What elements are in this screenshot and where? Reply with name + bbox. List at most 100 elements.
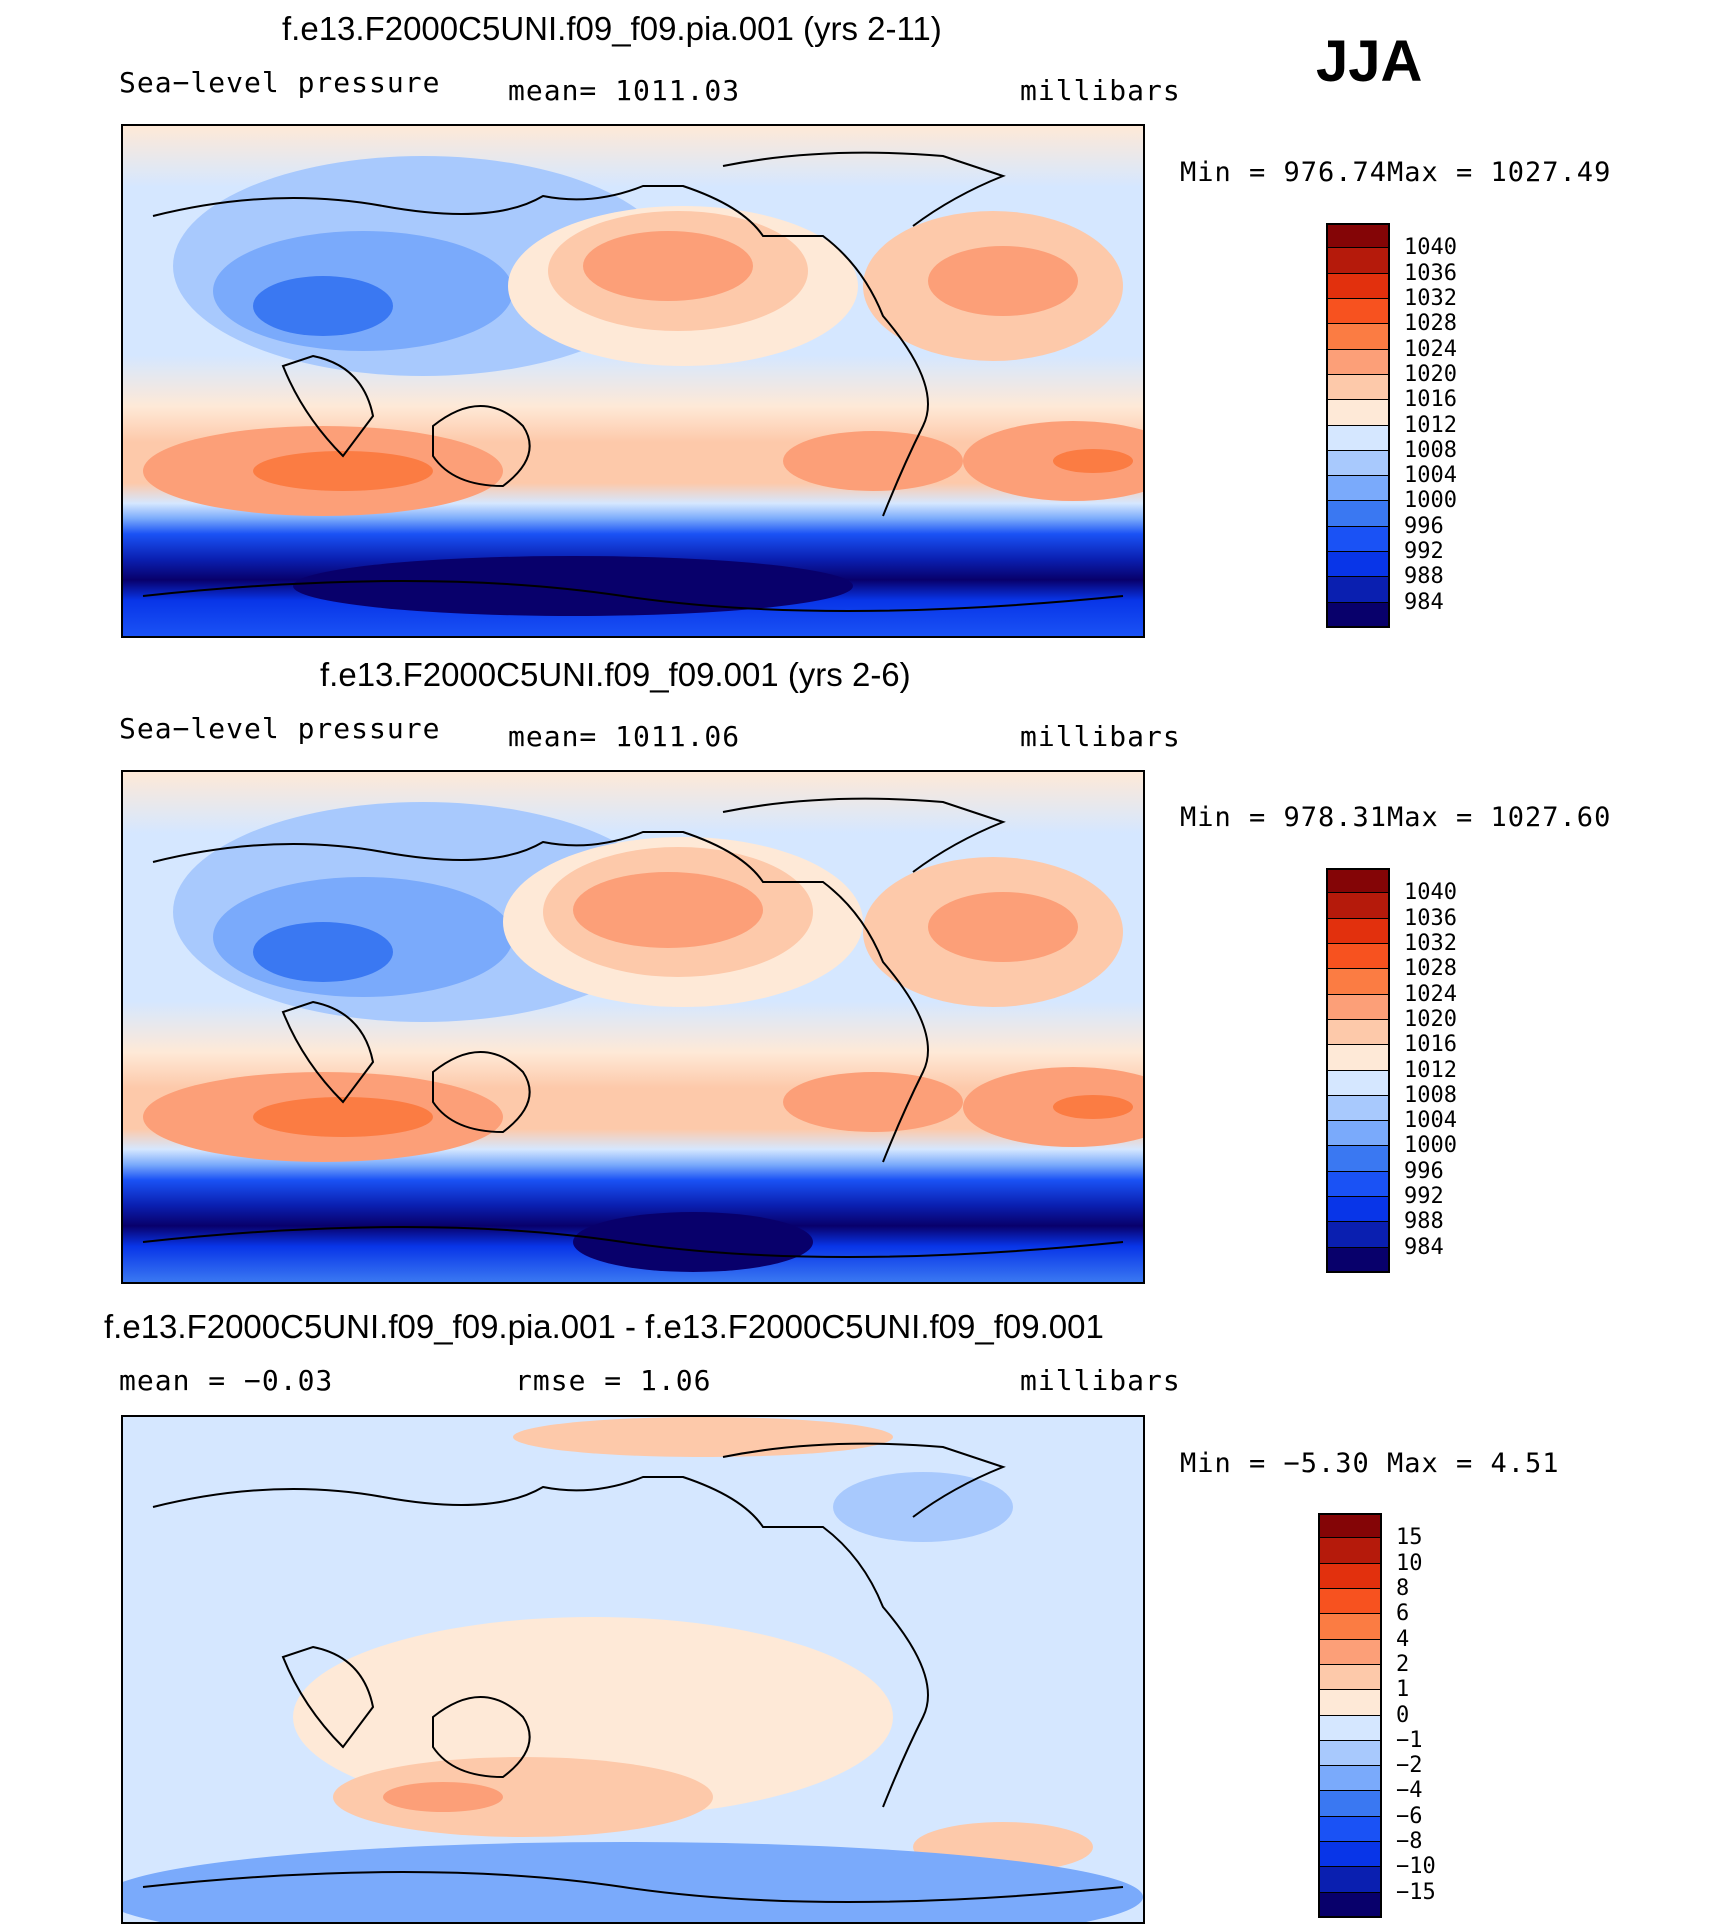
panel1-max-label: Max = 1027.49 xyxy=(1387,157,1612,188)
panel1-asian-low-core xyxy=(253,276,393,336)
panel3-colorbar-swatch xyxy=(1318,1614,1382,1640)
panel3-colorbar-swatch xyxy=(1318,1715,1382,1741)
panel2-colorbar-label: 988 xyxy=(1404,1209,1444,1235)
panel1-colorbar-swatch xyxy=(1326,273,1390,299)
panel1-colorbar-swatch xyxy=(1326,349,1390,375)
panel1-colorbar-label: 1032 xyxy=(1404,285,1457,311)
panel3-colorbar-swatch xyxy=(1318,1639,1382,1665)
panel1-colorbar-label: 1004 xyxy=(1404,463,1457,489)
panel3-colorbar-frame xyxy=(1318,1513,1382,1918)
panel2-variable-label: Sea−level pressure xyxy=(119,712,441,745)
panel1-antarctic-trough xyxy=(293,556,853,616)
panel3-colorbar-label: 8 xyxy=(1396,1575,1410,1601)
panel1-colorbar-swatch xyxy=(1326,248,1390,274)
panel1-colorbar-frame xyxy=(1326,223,1390,628)
panel1-colorbar-swatch xyxy=(1326,501,1390,527)
panel3-colorbar-swatch xyxy=(1318,1816,1382,1843)
panel3-colorbar-swatch xyxy=(1318,1791,1382,1817)
panel3-colorbar-label: 15 xyxy=(1396,1525,1423,1551)
panel2-atlantic-south-core xyxy=(1053,1095,1133,1119)
panel1-colorbar-label: 996 xyxy=(1404,513,1444,539)
panel1-pacific-south-high xyxy=(783,431,963,491)
panel3-colorbar-swatch xyxy=(1318,1740,1382,1767)
panel3-colorbar: 15 10 8 6 4 2 1 0 −1 −2 −4 −6 −8 −10 −15 xyxy=(1318,1513,1436,1918)
panel3-colorbar-label: 4 xyxy=(1396,1626,1410,1652)
panel1-map xyxy=(121,124,1145,638)
panel2-colorbar-label: 1008 xyxy=(1404,1082,1457,1108)
panel2-mean-label: mean= 1011.06 xyxy=(508,720,741,753)
panel3-max-label: Max = 4.51 xyxy=(1387,1448,1560,1479)
panel2-colorbar-label: 1016 xyxy=(1404,1032,1457,1058)
panel3-colorbar-swatch xyxy=(1318,1538,1382,1564)
panel3-colorbar-swatch xyxy=(1318,1690,1382,1716)
panel2-colorbar-label: 1040 xyxy=(1404,880,1457,906)
panel2-colorbar-swatch xyxy=(1326,1146,1390,1172)
panel1-colorbar-label: 1036 xyxy=(1404,260,1457,286)
panel2-units-label: millibars xyxy=(1020,720,1181,753)
panel1-colorbar-swatch xyxy=(1326,298,1390,325)
panel3-colorbar-label: 2 xyxy=(1396,1651,1410,1677)
panel3-colorbar-swatch xyxy=(1318,1664,1382,1691)
panel2-colorbar-swatch xyxy=(1326,1070,1390,1096)
panel2-colorbar-swatch xyxy=(1326,1095,1390,1122)
panel3-colorbar-label: 0 xyxy=(1396,1702,1410,1728)
panel3-colorbar-label: −4 xyxy=(1396,1778,1423,1804)
panel2-colorbar-swatch xyxy=(1326,1247,1390,1273)
panel3-colorbar-swatch xyxy=(1318,1563,1382,1589)
panel3-map xyxy=(121,1415,1145,1924)
panel3-colorbar-swatch xyxy=(1318,1892,1382,1918)
panel1-title: f.e13.F2000C5UNI.f09_f09.pia.001 (yrs 2-… xyxy=(282,10,942,47)
panel3-south-positive xyxy=(333,1757,713,1837)
panel2-colorbar-label: 992 xyxy=(1404,1184,1444,1210)
panel1-colorbar-label: 1016 xyxy=(1404,387,1457,413)
panel2-colorbar-label: 1028 xyxy=(1404,956,1457,982)
panel3-colorbar-label: −15 xyxy=(1396,1879,1436,1905)
panel1-colorbar-swatch xyxy=(1326,324,1390,350)
panel2-colorbar-swatch xyxy=(1326,868,1390,894)
panel3-mean-label: mean = −0.03 xyxy=(119,1364,334,1397)
panel1-coastlines xyxy=(142,151,1124,612)
panel1-colorbar-label: 992 xyxy=(1404,539,1444,565)
panel1-colorbar-label: 1000 xyxy=(1404,488,1457,514)
panel3-colorbar-swatch xyxy=(1318,1842,1382,1868)
panel1-atlantic-south-core xyxy=(1053,449,1133,473)
panel2-colorbar-swatch xyxy=(1326,918,1390,944)
panel3-colorbar-swatch xyxy=(1318,1867,1382,1893)
panel2-max-label: Max = 1027.60 xyxy=(1387,802,1612,833)
panel1-colorbar-label: 1008 xyxy=(1404,437,1457,463)
panel1-pacific-high-core xyxy=(583,231,753,301)
panel1-colorbar-swatch xyxy=(1326,374,1390,401)
panel2-colorbar-frame xyxy=(1326,868,1390,1273)
panel1-mean-label: mean= 1011.03 xyxy=(508,74,741,107)
panel1-colorbar-label: 984 xyxy=(1404,589,1444,615)
panel2-colorbar-swatch xyxy=(1326,943,1390,970)
panel2-pacific-south-high xyxy=(783,1072,963,1132)
panel3-south-positive-core xyxy=(383,1782,503,1812)
panel2-colorbar-swatch xyxy=(1326,1045,1390,1071)
panel2-colorbar-label: 996 xyxy=(1404,1158,1444,1184)
panel1-colorbar-swatch xyxy=(1326,526,1390,553)
panel2-colorbar-swatch xyxy=(1326,1019,1390,1046)
panel2-colorbar-swatch xyxy=(1326,1197,1390,1223)
panel2-colorbar-swatch xyxy=(1326,893,1390,919)
panel1-colorbar-swatch xyxy=(1326,552,1390,578)
panel2-pacific-high-core xyxy=(573,872,763,948)
panel2-antarctic-trough xyxy=(573,1212,813,1272)
panel2-colorbar-swatch xyxy=(1326,1121,1390,1147)
panel2-asian-low-core xyxy=(253,922,393,982)
panel1-colorbar-swatch xyxy=(1326,577,1390,603)
panel3-colorbar-swatch xyxy=(1318,1766,1382,1792)
panel2-colorbar-label: 1012 xyxy=(1404,1057,1457,1083)
panel3-title: f.e13.F2000C5UNI.f09_f09.pia.001 - f.e13… xyxy=(104,1308,1104,1345)
panel1-colorbar-swatch xyxy=(1326,400,1390,426)
panel3-colorbar-label: 10 xyxy=(1396,1550,1423,1576)
panel2-colorbar-swatch xyxy=(1326,994,1390,1020)
panel2-title: f.e13.F2000C5UNI.f09_f09.001 (yrs 2-6) xyxy=(320,656,911,693)
panel2-colorbar-label: 1032 xyxy=(1404,930,1457,956)
panel1-colorbar-label: 988 xyxy=(1404,564,1444,590)
panel3-map-svg xyxy=(123,1417,1143,1922)
panel1-colorbar-swatch xyxy=(1326,476,1390,502)
panel3-units-label: millibars xyxy=(1020,1364,1181,1397)
panel1-colorbar-label: 1020 xyxy=(1404,361,1457,387)
panel1-colorbar-swatch xyxy=(1326,450,1390,477)
